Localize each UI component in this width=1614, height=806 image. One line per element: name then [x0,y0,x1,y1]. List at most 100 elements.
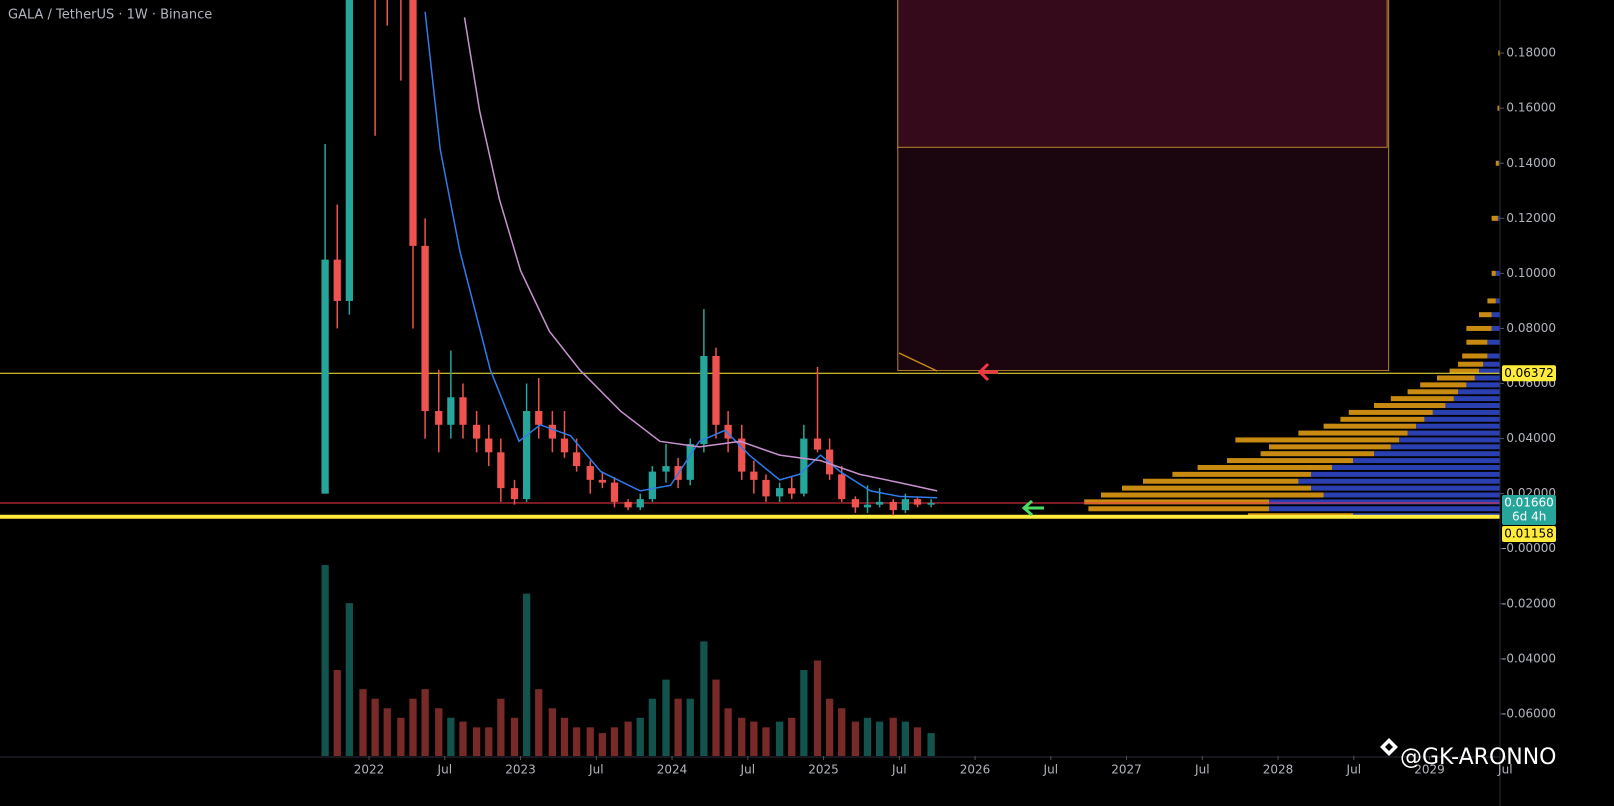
candle-body [875,501,884,505]
volume-profile-down [1101,492,1324,498]
volume-bar [775,721,784,756]
volume-bar [875,721,884,756]
volume-profile-up [1495,270,1500,276]
candle-body [724,424,732,439]
axes: 0.18000 0.16000 0.14000 0.12000 0.10000 0.080… [354,46,1556,777]
candle-body [686,444,694,480]
x-tick-label: 2029 [1414,763,1445,777]
volume-profile-up [1416,423,1500,429]
volume-bar [371,698,379,756]
volume-bar [333,670,341,756]
y-tick-label: 0.12000 [1506,211,1556,225]
volume-profile-up [1497,215,1500,221]
volume-profile-down [1437,375,1475,381]
drawing-line [898,352,938,372]
volume-bar [901,721,909,756]
candle-body [624,501,632,508]
volume-bar [560,717,569,756]
volume-bar [738,717,746,756]
volume-bar [636,717,644,756]
candle-body [345,0,353,301]
volume-bar [788,717,796,756]
volume-bar [863,717,872,756]
candle-body [560,438,569,453]
y-tick-label: 0.10000 [1506,266,1556,280]
candle-body [522,411,531,500]
volume-profile-down [1390,396,1454,402]
candle-body [662,466,670,472]
y-tick-label: 0.18000 [1506,46,1556,60]
candle-body [459,397,467,425]
x-tick-label: Jul [1497,763,1512,777]
volume-bar [674,698,682,756]
volume-bar [510,717,519,756]
candle-body [572,452,581,467]
volume-profile-up [1311,485,1500,491]
volume-profile-down [1088,506,1269,512]
y-tick-label: -0.02000 [1502,596,1556,610]
price-tag [1502,365,1556,382]
volume-bar [345,603,353,756]
candle-body [333,259,341,301]
volume-profile-up [1466,382,1500,388]
volume-profile-up [1323,492,1500,498]
volume-profile-up [1491,312,1500,318]
candle-body [775,488,784,497]
volume-profile-down [1227,458,1353,464]
candle-body [788,488,796,494]
y-tick-label: 0.04000 [1506,431,1556,445]
x-tick-label: Jul [1043,763,1058,777]
volume-profile-up [1445,403,1500,409]
candle-body [497,452,505,489]
volume-profile-down [1491,270,1496,276]
volume-profile-down [1143,478,1299,484]
red-arrow [977,362,998,382]
volume-bar [435,708,443,756]
volume-bar [548,708,557,756]
x-tick-label: 2026 [960,763,991,777]
volume-bar [522,593,531,756]
candle-body [447,397,455,425]
volume-bar [662,679,670,756]
x-tick-label: Jul [1346,763,1361,777]
volume-profile-up [1390,444,1500,450]
volume-profile-up [1498,160,1500,166]
price-tag-label: 0.01660 [1504,495,1554,509]
volume-profile-up [1458,389,1500,395]
candle-body [838,474,846,500]
volume-profile-up [1399,437,1500,443]
candle-body [610,482,619,502]
y-tick-label: -0.06000 [1502,706,1556,720]
x-tick-label: Jul [891,763,906,777]
volume-profile-down [1462,353,1488,359]
volume-bar [572,727,581,756]
volume-bar [624,721,632,756]
x-tick-label: Jul [588,763,603,777]
volume-profile-down [1348,409,1433,415]
candle-body [750,471,758,480]
volume-profile-up [1269,499,1500,505]
volume-bar [497,698,505,756]
volume-bar [459,721,467,756]
watermark: @GK-ARONNO [1380,738,1557,770]
volume-profile-up [1495,298,1500,304]
volume-profile-down [1197,464,1332,470]
volume-profile-down [1420,382,1467,388]
volume-profile-up [1269,506,1500,512]
volume-bar [927,733,935,756]
volume-profile-down [1491,215,1498,221]
candle-body [485,438,493,453]
x-tick-label: 2027 [1111,763,1142,777]
volume-bar [750,721,758,756]
volume-profile-down [1323,423,1416,429]
volume-bar [800,670,808,756]
candle-body [889,501,897,511]
volume-profile-down [1449,368,1479,374]
candle-body [435,411,443,425]
volume-profile-up [1487,353,1500,359]
volume-bar [913,727,922,756]
x-tick-label: 2028 [1263,763,1294,777]
volume-bar [535,689,543,756]
volume-bar [586,727,594,756]
y-tick-label: -0.04000 [1502,651,1556,665]
